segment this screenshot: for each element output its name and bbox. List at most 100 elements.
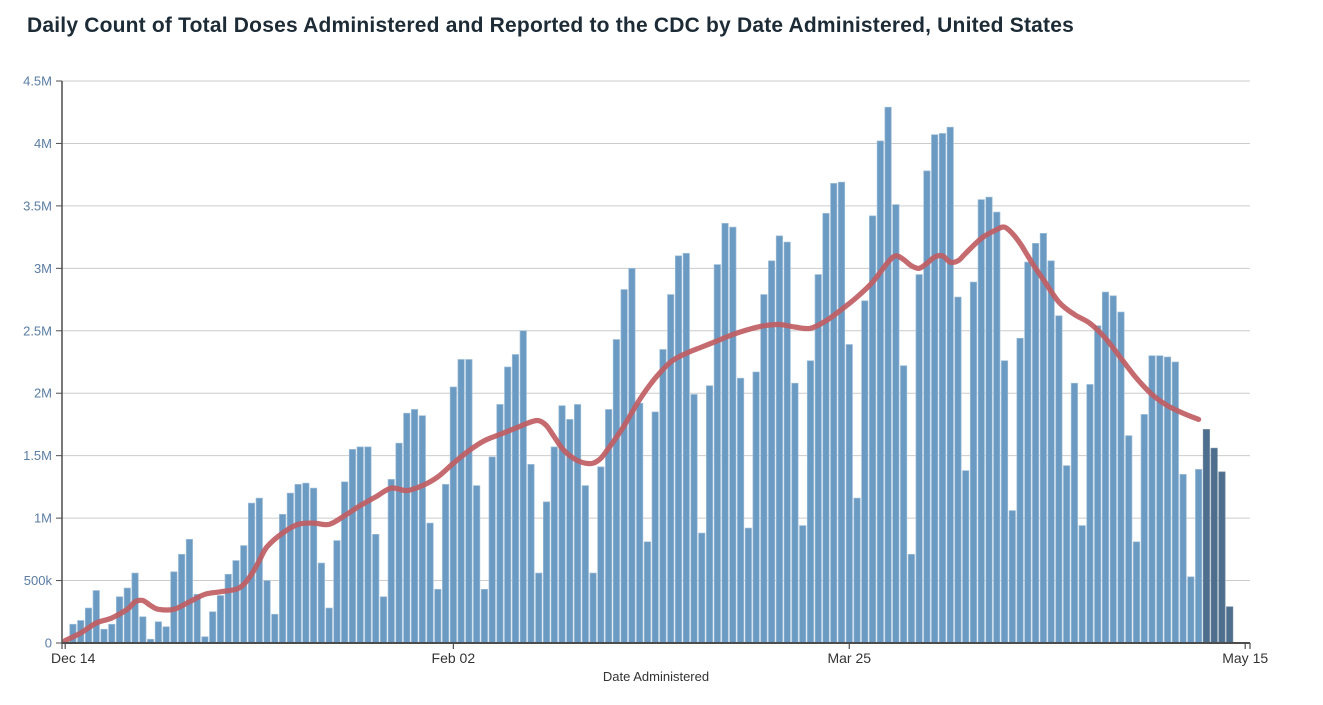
daily-doses-bar[interactable] bbox=[1171, 361, 1179, 644]
daily-doses-bar[interactable] bbox=[100, 628, 108, 644]
daily-doses-bar[interactable] bbox=[341, 481, 349, 644]
daily-doses-bar[interactable] bbox=[216, 595, 224, 644]
daily-doses-bar[interactable] bbox=[496, 404, 504, 644]
daily-doses-bar[interactable] bbox=[255, 497, 263, 644]
daily-doses-bar[interactable] bbox=[1032, 243, 1040, 644]
daily-doses-bar[interactable] bbox=[1218, 471, 1226, 644]
daily-doses-bar[interactable] bbox=[1039, 233, 1047, 644]
daily-doses-bar[interactable] bbox=[1179, 474, 1187, 644]
daily-doses-bar[interactable] bbox=[900, 365, 908, 644]
daily-doses-bar[interactable] bbox=[1086, 384, 1094, 644]
daily-doses-bar[interactable] bbox=[876, 140, 884, 644]
daily-doses-bar[interactable] bbox=[1164, 356, 1172, 644]
daily-doses-bar[interactable] bbox=[597, 466, 605, 644]
daily-doses-bar[interactable] bbox=[154, 621, 162, 644]
daily-doses-bar[interactable] bbox=[737, 377, 745, 644]
daily-doses-bar[interactable] bbox=[519, 330, 527, 644]
daily-doses-bar[interactable] bbox=[356, 446, 364, 644]
daily-doses-bar[interactable] bbox=[550, 446, 558, 644]
daily-doses-bar[interactable] bbox=[799, 525, 807, 644]
daily-doses-bar[interactable] bbox=[310, 487, 318, 644]
daily-doses-bar[interactable] bbox=[713, 264, 721, 644]
daily-doses-bar[interactable] bbox=[682, 252, 690, 644]
daily-doses-bar[interactable] bbox=[240, 545, 248, 644]
daily-doses-bar[interactable] bbox=[1187, 576, 1195, 644]
daily-doses-bar[interactable] bbox=[744, 527, 752, 644]
daily-doses-bar[interactable] bbox=[504, 366, 512, 644]
daily-doses-bar[interactable] bbox=[861, 300, 869, 644]
daily-doses-bar[interactable] bbox=[139, 616, 147, 644]
daily-doses-bar[interactable] bbox=[651, 411, 659, 644]
daily-doses-bar[interactable] bbox=[969, 281, 978, 644]
daily-doses-bar[interactable] bbox=[302, 482, 310, 644]
daily-doses-bar[interactable] bbox=[333, 540, 341, 644]
daily-doses-bar[interactable] bbox=[535, 572, 543, 644]
daily-doses-bar[interactable] bbox=[853, 497, 861, 644]
daily-doses-bar[interactable] bbox=[372, 533, 380, 644]
daily-doses-bar[interactable] bbox=[294, 484, 302, 644]
daily-doses-bar[interactable] bbox=[946, 126, 954, 644]
daily-doses-bar[interactable] bbox=[643, 541, 651, 644]
daily-doses-bar[interactable] bbox=[480, 588, 488, 644]
daily-doses-bar[interactable] bbox=[985, 196, 993, 644]
daily-doses-bar[interactable] bbox=[574, 404, 582, 644]
daily-doses-bar[interactable] bbox=[442, 484, 450, 644]
daily-doses-bar[interactable] bbox=[628, 267, 636, 644]
daily-doses-bar[interactable] bbox=[962, 470, 970, 644]
daily-doses-bar[interactable] bbox=[1063, 465, 1071, 644]
daily-doses-bar[interactable] bbox=[108, 623, 116, 644]
daily-doses-bar[interactable] bbox=[511, 354, 519, 644]
daily-doses-bar[interactable] bbox=[1195, 469, 1203, 644]
daily-doses-bar[interactable] bbox=[706, 385, 714, 644]
daily-doses-bar[interactable] bbox=[387, 479, 395, 644]
daily-doses-bar[interactable] bbox=[907, 553, 915, 644]
daily-doses-bar[interactable] bbox=[1008, 510, 1016, 644]
daily-doses-bar[interactable] bbox=[395, 442, 403, 644]
daily-doses-bar[interactable] bbox=[1016, 337, 1024, 644]
daily-doses-bar[interactable] bbox=[411, 409, 419, 644]
daily-doses-bar[interactable] bbox=[162, 626, 170, 644]
daily-doses-bar[interactable] bbox=[348, 449, 356, 644]
daily-doses-bar[interactable] bbox=[209, 611, 217, 644]
daily-doses-bar[interactable] bbox=[977, 199, 985, 644]
daily-doses-bar[interactable] bbox=[892, 204, 900, 644]
daily-doses-bar[interactable] bbox=[449, 386, 457, 644]
daily-doses-bar[interactable] bbox=[845, 344, 853, 644]
daily-doses-bar[interactable] bbox=[542, 501, 551, 644]
daily-doses-bar[interactable] bbox=[667, 294, 675, 644]
daily-doses-bar[interactable] bbox=[612, 339, 620, 644]
daily-doses-bar[interactable] bbox=[636, 402, 644, 644]
daily-doses-bar[interactable] bbox=[263, 580, 271, 644]
daily-doses-bar[interactable] bbox=[116, 596, 124, 644]
daily-doses-bar[interactable] bbox=[317, 562, 325, 644]
daily-doses-bar[interactable] bbox=[1226, 606, 1234, 644]
daily-doses-bar[interactable] bbox=[185, 538, 193, 644]
daily-doses-bar[interactable] bbox=[884, 106, 892, 644]
daily-doses-bar[interactable] bbox=[1047, 260, 1055, 644]
daily-doses-bar[interactable] bbox=[1132, 541, 1141, 644]
daily-doses-bar[interactable] bbox=[931, 134, 939, 644]
daily-doses-bar[interactable] bbox=[923, 170, 931, 644]
daily-doses-bar[interactable] bbox=[822, 213, 830, 644]
daily-doses-bar[interactable] bbox=[457, 359, 465, 644]
daily-doses-bar[interactable] bbox=[426, 522, 434, 644]
daily-doses-bar[interactable] bbox=[837, 181, 846, 644]
daily-doses-bar[interactable] bbox=[760, 294, 768, 644]
daily-doses-bar[interactable] bbox=[993, 211, 1001, 644]
daily-doses-bar[interactable] bbox=[286, 492, 294, 644]
daily-doses-bar[interactable] bbox=[1094, 325, 1102, 644]
daily-doses-bar[interactable] bbox=[224, 573, 232, 644]
daily-doses-bar[interactable] bbox=[1202, 429, 1210, 644]
daily-doses-bar[interactable] bbox=[527, 464, 535, 644]
daily-doses-bar[interactable] bbox=[379, 596, 388, 644]
daily-doses-bar[interactable] bbox=[403, 412, 411, 644]
daily-doses-bar[interactable] bbox=[488, 456, 496, 644]
daily-doses-bar[interactable] bbox=[1070, 382, 1078, 644]
daily-doses-bar[interactable] bbox=[690, 394, 698, 644]
daily-doses-bar[interactable] bbox=[915, 274, 923, 644]
daily-doses-bar[interactable] bbox=[698, 532, 706, 644]
daily-doses-bar[interactable] bbox=[775, 235, 783, 644]
daily-doses-bar[interactable] bbox=[92, 590, 100, 644]
daily-doses-bar[interactable] bbox=[1055, 315, 1063, 644]
